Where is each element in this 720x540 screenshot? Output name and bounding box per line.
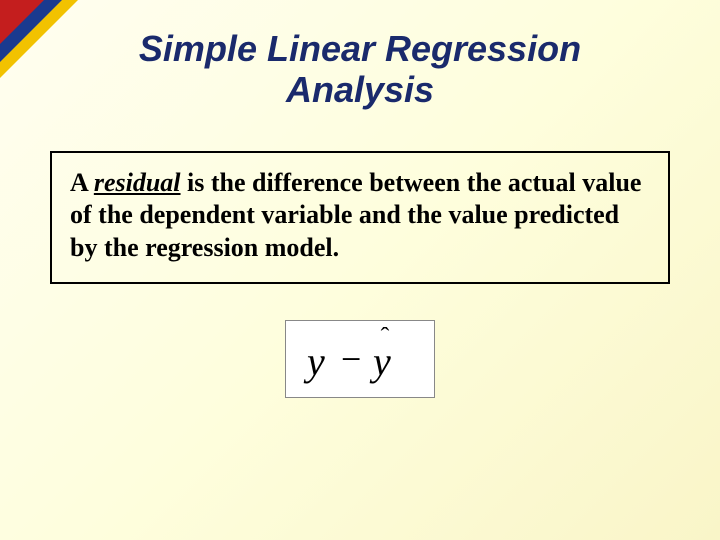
definition-lead: A	[70, 168, 94, 197]
formula-box: y − ˆ y	[285, 320, 435, 398]
definition-text: A residual is the difference between the…	[70, 167, 650, 265]
title-line-2: Analysis	[286, 69, 434, 110]
definition-box: A residual is the difference between the…	[50, 151, 670, 285]
title-line-1: Simple Linear Regression	[139, 28, 581, 69]
formula-yhat: y	[369, 339, 391, 384]
corner-accent-inner	[0, 0, 44, 44]
formula-svg: y − ˆ y	[295, 327, 425, 391]
formula-y: y	[303, 339, 325, 384]
slide-title: Simple Linear Regression Analysis	[0, 0, 720, 111]
definition-keyword: residual	[94, 168, 181, 197]
formula-minus: −	[341, 339, 361, 379]
